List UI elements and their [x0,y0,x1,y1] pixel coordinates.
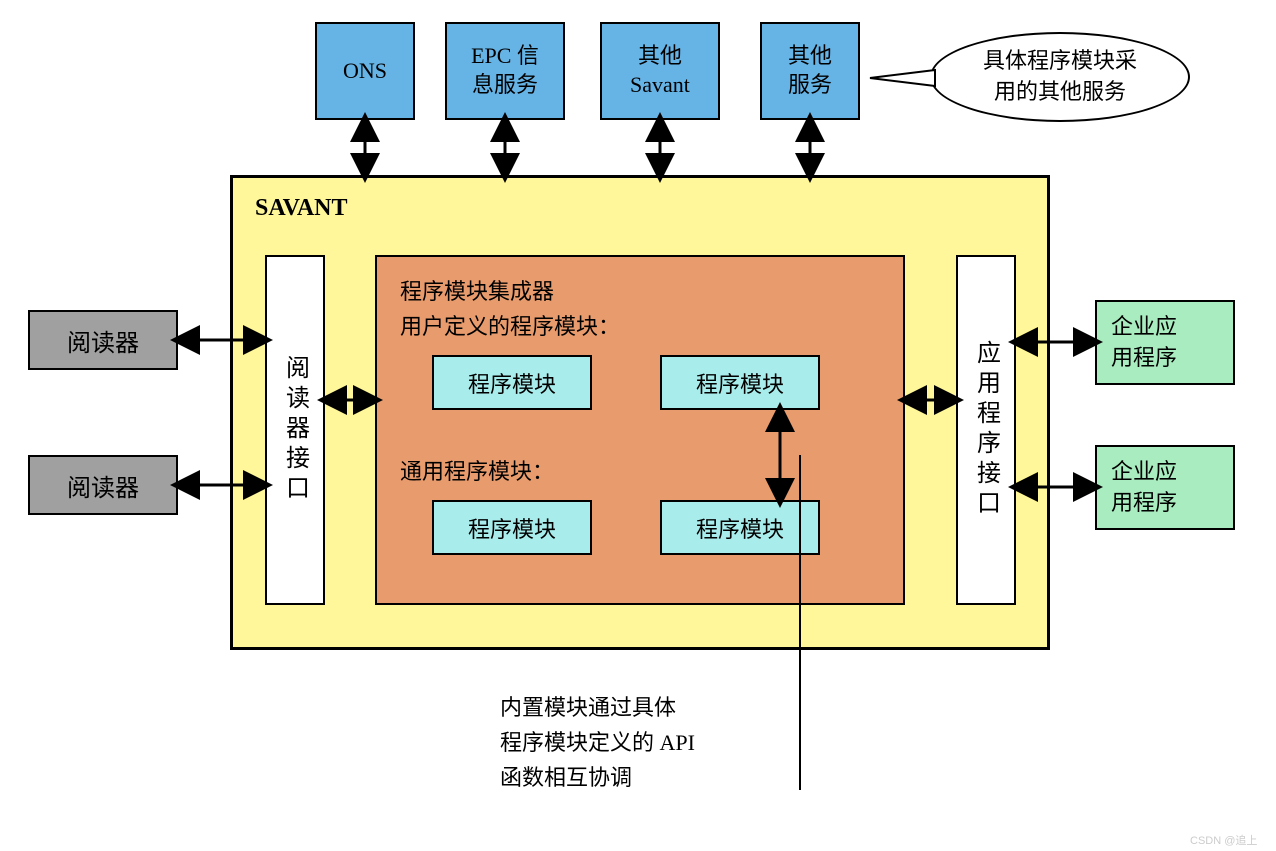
api-note: 内置模块通过具体 程序模块定义的 API 函数相互协调 [500,690,695,796]
service-note-bubble: 具体程序模块采 用的其他服务 [930,32,1190,122]
enterprise-app-2: 企业应 用程序 [1095,445,1235,530]
other-service-box: 其他 服务 [760,22,860,120]
module-box-1: 程序模块 [432,355,592,410]
user-defined-label: 用户定义的程序模块： [400,310,620,343]
epc-info-box: EPC 信 息服务 [445,22,565,120]
module-box-4: 程序模块 [660,500,820,555]
app-interface-box: 应用程序接口 [956,255,1016,605]
reader-box-2: 阅读器 [28,455,178,515]
reader-interface-box: 阅读器接口 [265,255,325,605]
integrator-title: 程序模块集成器 [400,275,554,308]
reader-box-1: 阅读器 [28,310,178,370]
other-savant-box: 其他 Savant [600,22,720,120]
general-module-label: 通用程序模块： [400,455,554,488]
module-box-2: 程序模块 [660,355,820,410]
savant-label: SAVANT [255,195,348,222]
module-box-3: 程序模块 [432,500,592,555]
enterprise-app-1: 企业应 用程序 [1095,300,1235,385]
csdn-watermark: CSDN @追上 [1190,832,1257,848]
ons-box: ONS [315,22,415,120]
savant-architecture-diagram: ONS EPC 信 息服务 其他 Savant 其他 服务 具体程序模块采 用的… [0,0,1276,851]
